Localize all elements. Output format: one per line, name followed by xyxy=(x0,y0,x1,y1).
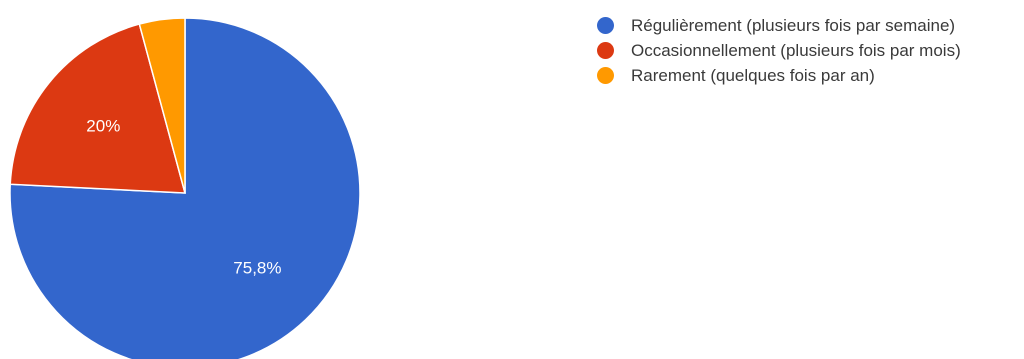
slice-label-regulierement: 75,8% xyxy=(233,259,281,278)
legend-item-rarement[interactable]: Rarement (quelques fois par an) xyxy=(597,64,1017,88)
legend-swatch-regulierement xyxy=(597,17,614,34)
legend-item-occasionnellement[interactable]: Occasionnellement (plusieurs fois par mo… xyxy=(597,39,1017,63)
legend-label-rarement: Rarement (quelques fois par an) xyxy=(631,66,875,85)
legend-item-regulierement[interactable]: Régulièrement (plusieurs fois par semain… xyxy=(597,14,1017,38)
legend: Régulièrement (plusieurs fois par semain… xyxy=(597,14,1017,89)
legend-label-regulierement: Régulièrement (plusieurs fois par semain… xyxy=(631,16,956,35)
pie-slice-occasionnellement[interactable] xyxy=(9,23,186,194)
pie-slice-rarement[interactable] xyxy=(138,17,186,194)
legend-swatch-rarement xyxy=(597,67,614,84)
legend-label-occasionnellement: Occasionnellement (plusieurs fois par mo… xyxy=(631,41,961,60)
slice-label-occasionnellement: 20% xyxy=(86,117,120,136)
legend-swatch-occasionnellement xyxy=(597,42,614,59)
